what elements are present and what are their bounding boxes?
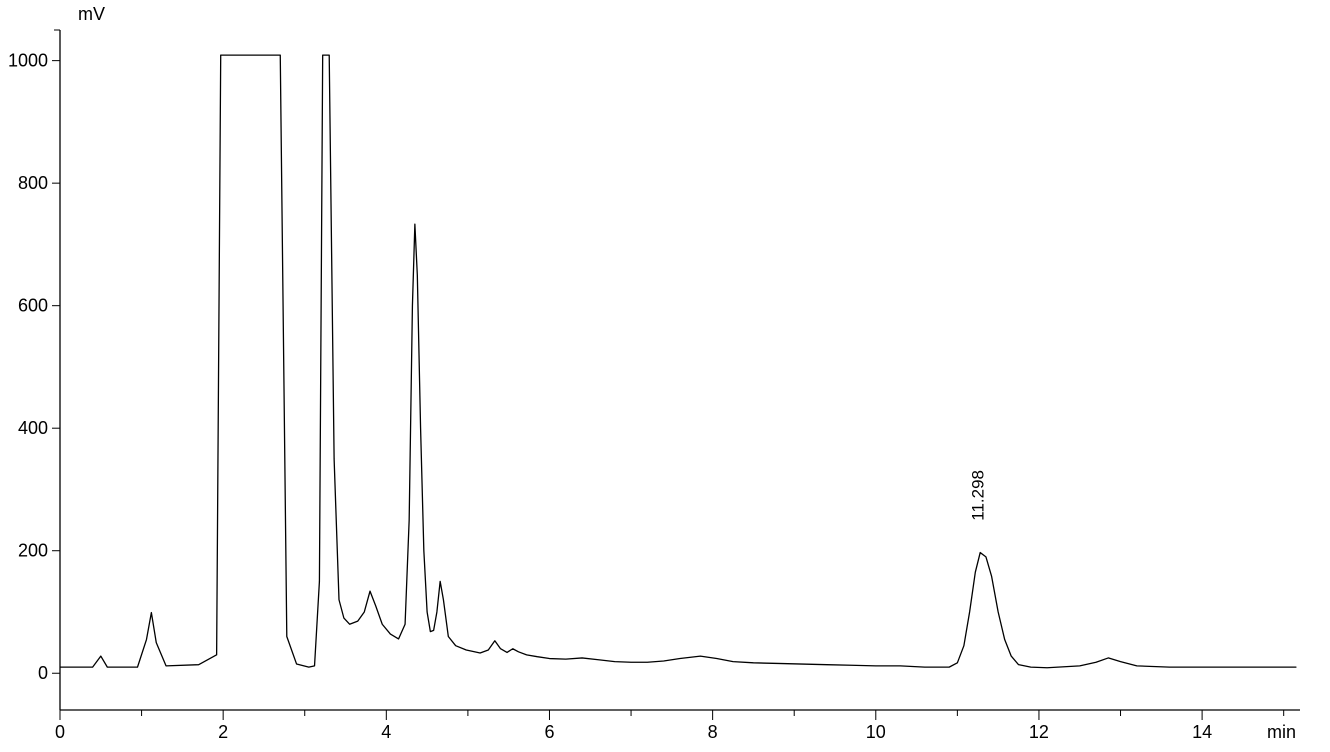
x-tick-label: 6 bbox=[544, 722, 554, 742]
x-tick-label: 4 bbox=[381, 722, 391, 742]
chromatogram-trace bbox=[60, 55, 1296, 668]
y-tick-label: 1000 bbox=[8, 51, 48, 71]
y-tick-label: 600 bbox=[18, 296, 48, 316]
x-axis-label: min bbox=[1267, 722, 1296, 742]
y-tick-label: 400 bbox=[18, 418, 48, 438]
y-axis-label: mV bbox=[78, 4, 105, 24]
x-tick-label: 10 bbox=[866, 722, 886, 742]
chart-svg: 0 200 400 600 800 1000 0 2 4 6 8 10 12 14 mV min 11.298 bbox=[0, 0, 1330, 752]
x-tick-label: 8 bbox=[708, 722, 718, 742]
y-tick-label: 200 bbox=[18, 541, 48, 561]
chromatogram-chart: 0 200 400 600 800 1000 0 2 4 6 8 10 12 14 mV min 11.298 bbox=[0, 0, 1330, 752]
y-tick-label: 0 bbox=[38, 663, 48, 683]
peak-label: 11.298 bbox=[969, 470, 988, 521]
x-tick-label: 0 bbox=[55, 722, 65, 742]
y-tick-label: 800 bbox=[18, 173, 48, 193]
x-tick-label: 2 bbox=[218, 722, 228, 742]
x-tick-label: 12 bbox=[1029, 722, 1049, 742]
x-tick-label: 14 bbox=[1192, 722, 1212, 742]
